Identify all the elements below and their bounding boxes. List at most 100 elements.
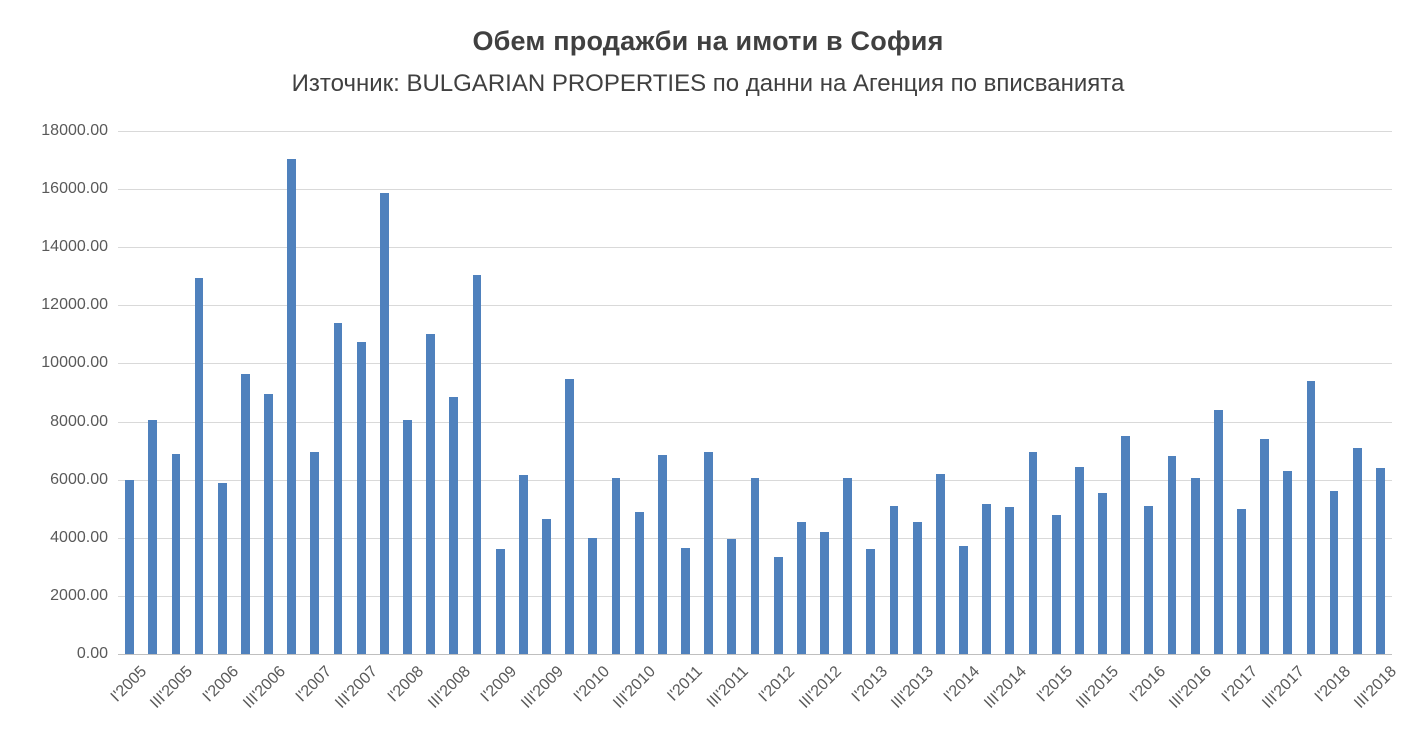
bar-I'2006 — [217, 482, 227, 654]
bar-IV'2015 — [1121, 436, 1131, 654]
bar-II'2013 — [889, 505, 899, 654]
chart-title: Обем продажби на имоти в София — [472, 26, 944, 56]
bar-II'2015 — [1074, 466, 1084, 654]
bar-IV'2014 — [1028, 452, 1038, 654]
y-gridline — [118, 421, 1392, 423]
bar-III'2008 — [449, 396, 459, 654]
bar-III'2010 — [634, 511, 644, 654]
bar-I'2009 — [495, 549, 505, 654]
x-axis-tick-label: I'2017 — [1218, 663, 1262, 706]
bar-I'2008 — [403, 420, 412, 654]
bar-III'2006 — [264, 393, 273, 654]
y-axis-tick-label: 2000.00 — [50, 586, 108, 604]
bar-III'2017 — [1283, 470, 1293, 654]
bar-IV'2009 — [565, 379, 575, 654]
bar-IV'2016 — [1213, 409, 1223, 654]
bar-III'2014 — [1005, 507, 1015, 654]
bar-III'2005 — [171, 453, 181, 654]
bar-I'2018 — [1329, 491, 1339, 654]
x-axis-tick-label: III'2007 — [332, 663, 382, 712]
x-axis-tick-label: III'2006 — [239, 663, 289, 712]
x-axis-tick-label: I'2006 — [199, 663, 243, 706]
bar-III'2015 — [1098, 492, 1107, 654]
bar-IV'2017 — [1306, 380, 1316, 654]
bar-IV'2007 — [379, 193, 389, 654]
x-axis-tick-label: III'2013 — [888, 663, 938, 712]
bar-IV'2005 — [194, 277, 204, 654]
bar-II'2007 — [333, 322, 343, 654]
bar-I'2007 — [310, 452, 320, 654]
y-axis-tick-label: 12000.00 — [41, 296, 108, 314]
bar-II'2012 — [796, 521, 806, 654]
bar-II'2008 — [426, 334, 436, 654]
y-gridline — [118, 131, 1392, 132]
x-axis-tick-label: III'2015 — [1073, 663, 1123, 712]
y-axis-tick-label: 0.00 — [76, 645, 108, 662]
x-axis-tick-label: III'2009 — [517, 663, 567, 712]
x-axis-tick-label: III'2008 — [425, 663, 474, 712]
x-axis-tick-label: III'2011 — [703, 663, 752, 711]
bar-I'2013 — [866, 549, 876, 654]
chart-subtitle: Източник: BULGARIAN PROPERTIES по данни … — [291, 70, 1125, 97]
y-axis-tick-label: 18000.00 — [41, 122, 108, 139]
bar-III'2018 — [1376, 468, 1385, 654]
bar-II'2014 — [982, 504, 992, 654]
bar-II'2016 — [1167, 456, 1177, 654]
x-axis-tick-label: III'2010 — [610, 663, 660, 712]
bar-II'2018 — [1352, 447, 1362, 654]
y-gridline — [118, 363, 1392, 365]
x-axis-tick-label: I'2010 — [570, 663, 613, 706]
x-axis-tick-label: I'2011 — [663, 663, 706, 705]
bar-III'2016 — [1190, 478, 1200, 654]
y-axis-tick-label: 10000.00 — [41, 354, 108, 372]
y-axis-tick-label: 8000.00 — [50, 412, 108, 430]
x-axis-tick-label: I'2018 — [1311, 663, 1355, 706]
x-axis-tick-label: III'2016 — [1166, 663, 1216, 712]
bar-IV'2013 — [935, 473, 945, 654]
bar-III'2011 — [727, 539, 737, 654]
bar-II'2011 — [704, 452, 714, 654]
bar-IV'2012 — [843, 478, 853, 654]
x-axis-tick-label: III'2012 — [795, 663, 845, 712]
y-gridline — [118, 189, 1392, 191]
y-gridline — [118, 305, 1392, 307]
bar-IV'2011 — [750, 478, 760, 654]
y-axis-tick-label: 14000.00 — [41, 238, 108, 256]
bar-I'2017 — [1237, 508, 1246, 654]
bar-I'2011 — [681, 547, 690, 654]
x-axis-tick-label: I'2007 — [292, 663, 335, 706]
bar-I'2012 — [773, 556, 783, 654]
y-gridline — [118, 247, 1392, 249]
x-axis-tick-label: III'2005 — [147, 663, 196, 712]
x-axis-tick-label: III'2018 — [1351, 663, 1401, 712]
bar-I'2014 — [959, 546, 968, 654]
x-axis-tick-label: III'2017 — [1259, 663, 1308, 712]
y-axis-tick-label: 16000.00 — [41, 180, 108, 198]
x-axis-tick-label: I'2014 — [941, 663, 984, 706]
bar-II'2010 — [611, 478, 621, 654]
x-axis-tick-label: I'2008 — [385, 663, 428, 706]
bar-III'2007 — [356, 341, 366, 654]
x-axis-tick-label: I'2012 — [755, 663, 799, 706]
bar-I'2016 — [1144, 505, 1154, 654]
bar-IV'2010 — [657, 454, 667, 654]
bar-II'2006 — [241, 373, 250, 654]
bar-I'2010 — [588, 537, 598, 654]
y-axis-tick-label: 6000.00 — [50, 470, 108, 488]
bar-II'2009 — [518, 475, 528, 654]
x-axis-tick-label: I'2009 — [477, 663, 521, 706]
x-axis-tick-label: I'2013 — [848, 663, 891, 706]
bar-IV'2008 — [472, 274, 482, 654]
x-axis-tick-label: I'2016 — [1126, 663, 1169, 706]
bar-III'2009 — [542, 518, 551, 654]
x-axis-tick-label: I'2015 — [1033, 663, 1077, 706]
bar-III'2012 — [820, 531, 829, 654]
bar-II'2005 — [148, 420, 158, 654]
y-axis-tick-label: 4000.00 — [50, 528, 108, 546]
x-axis-tick-label: III'2014 — [981, 663, 1030, 712]
bar-I'2005 — [125, 479, 134, 654]
bar-II'2017 — [1260, 438, 1269, 654]
bar-IV'2006 — [287, 158, 297, 654]
x-axis-line — [118, 654, 1392, 655]
